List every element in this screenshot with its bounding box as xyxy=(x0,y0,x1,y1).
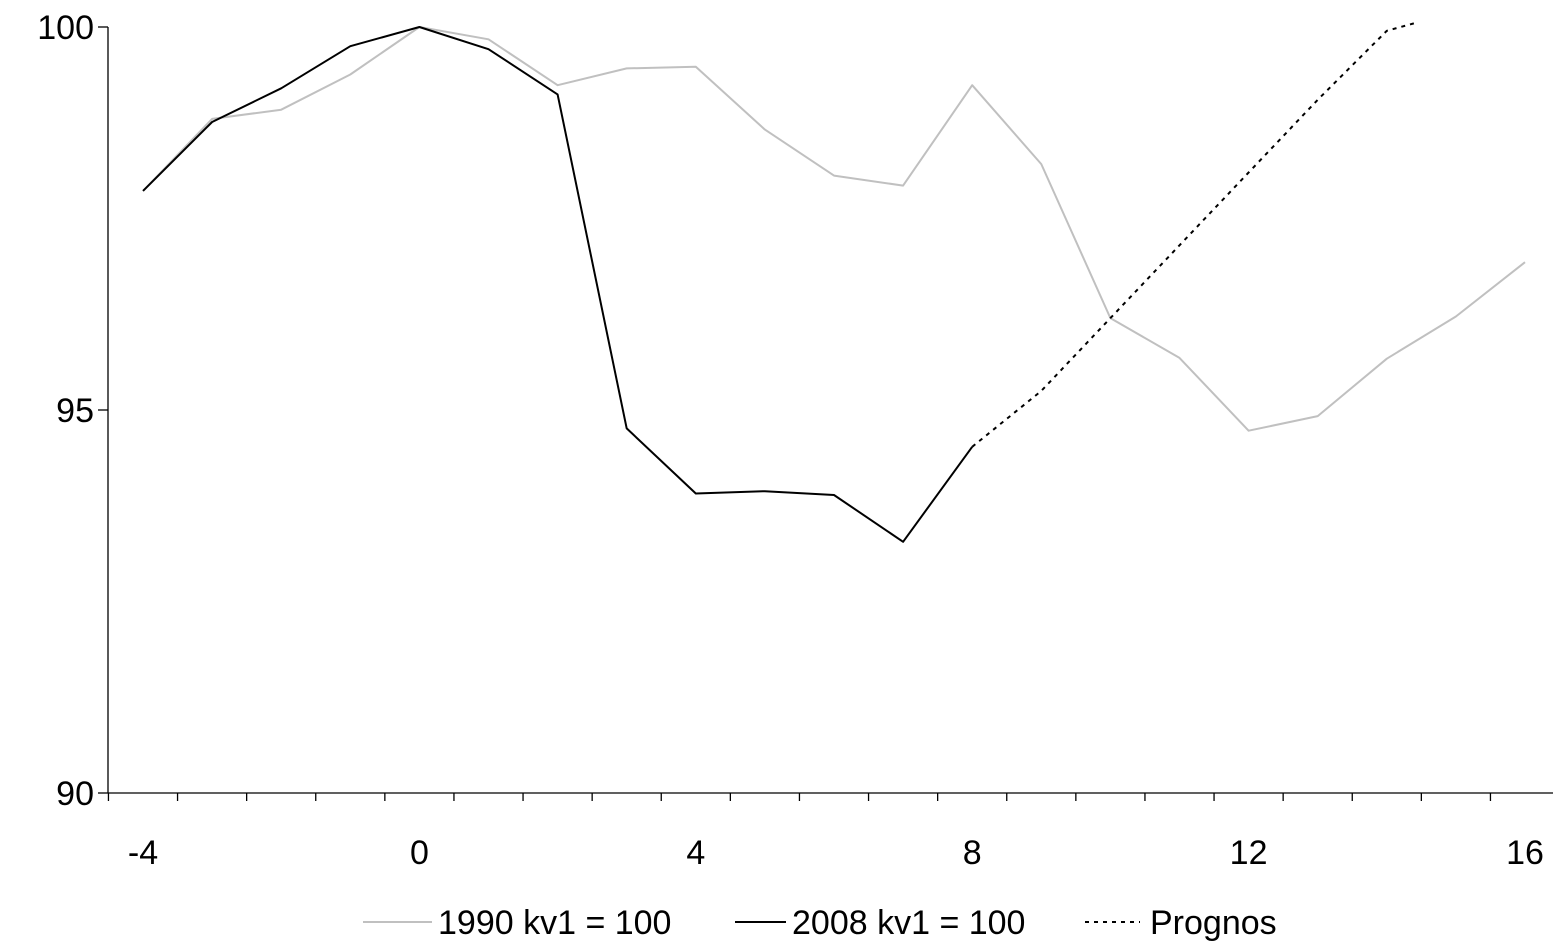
series-line-1 xyxy=(142,26,1526,432)
y-tick-label: 90 xyxy=(56,775,94,813)
legend-label: 1990 kv1 = 100 xyxy=(438,904,671,941)
legend-item-2: 2008 kv1 = 100 xyxy=(735,904,1025,941)
x-tick-labels: -4 0 4 8 12 16 xyxy=(128,834,1544,872)
y-tick-label: 95 xyxy=(56,392,94,430)
legend-item-3: Prognos xyxy=(1085,904,1277,941)
x-tick-label: 8 xyxy=(963,834,982,872)
x-tick-label: 16 xyxy=(1506,834,1544,872)
y-ticks xyxy=(98,26,108,794)
legend-label: Prognos xyxy=(1150,904,1277,941)
x-tick-label: -4 xyxy=(128,834,158,872)
x-minor-ticks xyxy=(107,793,1492,801)
series-layer xyxy=(142,22,1526,543)
series-line-2 xyxy=(142,26,974,543)
axes: -4 0 4 8 12 16 90 95 100 xyxy=(37,9,1553,872)
legend-item-1: 1990 kv1 = 100 xyxy=(363,904,671,941)
series-line-3 xyxy=(971,22,1415,448)
y-tick-label: 100 xyxy=(37,9,94,47)
y-tick-labels: 90 95 100 xyxy=(37,9,94,813)
x-tick-label: 12 xyxy=(1230,834,1268,872)
x-tick-label: 0 xyxy=(410,834,429,872)
legend-label: 2008 kv1 = 100 xyxy=(792,904,1025,941)
legend: 1990 kv1 = 100 2008 kv1 = 100 Prognos xyxy=(363,904,1277,941)
x-tick-label: 4 xyxy=(686,834,705,872)
